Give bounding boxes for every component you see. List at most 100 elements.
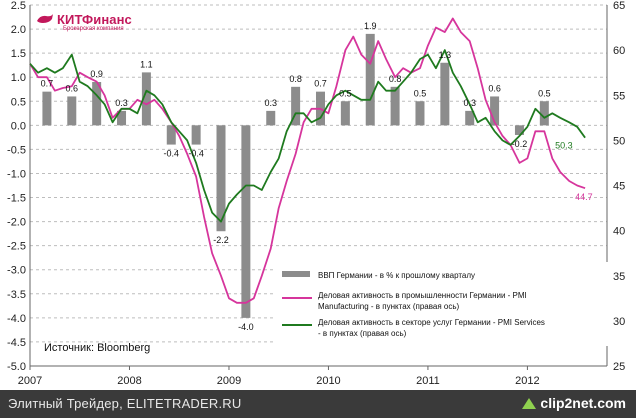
kit-whale-icon (36, 13, 54, 25)
gdp-data-label: 0.5 (538, 88, 551, 98)
right-axis-tick-label: 60 (613, 45, 625, 57)
services-end-label: 50.3 (555, 141, 573, 151)
left-axis-tick-label: -4.0 (7, 313, 26, 325)
legend-label-manufacturing-2: Manufacturing - в пунктах (правая ось) (318, 302, 460, 311)
gdp-bar (539, 101, 549, 126)
gdp-bar (42, 91, 52, 126)
right-axis-tick-label: 35 (613, 271, 625, 283)
kit-finance-brand: КИТФинанс (36, 12, 132, 27)
gdp-data-label: -0.2 (512, 139, 528, 149)
gdp-bar (216, 125, 226, 232)
pmi-lines (29, 17, 586, 304)
gdp-bar (141, 72, 151, 126)
gdp-bar (390, 86, 400, 126)
x-axis-tick-label: 2008 (117, 375, 141, 387)
gdp-bar (440, 62, 450, 126)
left-axis-tick-label: 1.5 (11, 48, 26, 60)
source-label: Источник: Bloomberg (44, 342, 151, 354)
manufacturing-end-label: 44.7 (575, 192, 593, 202)
x-axis-tick-label: 2010 (316, 375, 340, 387)
clip2net-arrow-icon (522, 398, 537, 409)
left-axis-tick-label: -0.5 (7, 144, 26, 156)
gdp-bar (291, 86, 301, 126)
footer-bar: Элитный Трейдер, ELITETRADER.RU clip2net… (0, 390, 636, 418)
axes: 2.5 2.0 1.5 1.0 0.5 0.0 -0.5 -1.0 -1.5 -2.0 -2.5 -3… (7, 0, 625, 387)
legend-label-services-2: - в пунктах (правая ось) (318, 329, 407, 338)
kit-brand-rest: Финанс (82, 12, 132, 27)
kit-finance-subtitle: Брокерская компания (63, 26, 124, 32)
gdp-data-label: 0.3 (115, 98, 128, 108)
left-axis-tick-label: 2.5 (11, 0, 26, 12)
gdp-data-label: 0.9 (90, 69, 103, 79)
left-axis-tick-label: -1.5 (7, 193, 26, 205)
right-axis-tick-label: 25 (613, 361, 625, 373)
kit-brand-main: КИТ (57, 12, 83, 27)
left-axis-tick-label: -5.0 (7, 361, 26, 373)
gdp-data-label: 0.6 (66, 83, 79, 93)
kit-finance-logo: КИТФинанс Брокерская компания (36, 12, 132, 32)
left-axis-tick-label: -2.0 (7, 217, 26, 229)
gdp-bar (92, 82, 102, 126)
right-axis-tick-label: 45 (613, 181, 625, 193)
left-axis-tick-label: -3.0 (7, 265, 26, 277)
manufacturing-pmi-line (29, 17, 586, 304)
left-axis-tick-label: 0.0 (11, 120, 26, 132)
gdp-data-label: 0.3 (264, 98, 277, 108)
footer-text: Элитный Трейдер, ELITETRADER.RU (8, 396, 242, 411)
right-axis-tick-label: 40 (613, 226, 625, 238)
gdp-data-label: -4.0 (238, 322, 254, 332)
gdp-bar (465, 110, 475, 126)
legend: ВВП Германии - в % к прошлому кварталу Д… (276, 262, 610, 346)
left-axis-tick-label: 0.5 (11, 96, 26, 108)
gdp-data-label: 0.5 (339, 88, 352, 98)
gdp-data-label: 1.9 (364, 21, 377, 31)
gdp-data-label: 0.8 (289, 74, 302, 84)
gdp-bar (514, 125, 524, 135)
x-axis-tick-label: 2011 (416, 375, 440, 387)
gdp-bar (117, 110, 127, 126)
gdp-bar (365, 33, 375, 126)
right-axis-tick-label: 50 (613, 135, 625, 147)
end-labels: 44.7 50.3 (555, 141, 593, 203)
legend-label-manufacturing-1: Деловая активность в промышленности Герм… (318, 291, 527, 300)
clip2net-text: clip2net.com (540, 395, 626, 411)
left-axis-tick-label: -1.0 (7, 168, 26, 180)
right-axis-tick-label: 65 (613, 0, 625, 12)
legend-swatch-gdp (282, 271, 310, 277)
legend-background (276, 262, 610, 346)
legend-label-services-1: Деловая активность в секторе услуг Герма… (318, 318, 545, 327)
services-pmi-line (29, 49, 586, 223)
gdp-data-label: -0.4 (188, 149, 204, 159)
gdp-data-label: 1.3 (439, 50, 452, 60)
right-axis-tick-label: 55 (613, 90, 625, 102)
gdp-data-label: 0.7 (314, 79, 327, 89)
x-axis-tick-label: 2012 (515, 375, 539, 387)
gdp-bar (241, 125, 251, 318)
legend-label-gdp: ВВП Германии - в % к прошлому кварталу (318, 271, 475, 280)
gdp-bar (67, 96, 77, 126)
gdp-data-label: 0.6 (488, 83, 501, 93)
gdp-bar (490, 96, 500, 126)
x-axis-tick-label: 2007 (18, 375, 42, 387)
gdp-data-label: 0.5 (414, 88, 427, 98)
gdp-bar (340, 101, 350, 126)
gdp-data-label: 0.7 (41, 79, 54, 89)
left-axis-tick-label: 1.0 (11, 72, 26, 84)
gdp-pmi-chart: 2.5 2.0 1.5 1.0 0.5 0.0 -0.5 -1.0 -1.5 -2.0 -2.5 -3… (7, 0, 625, 387)
gdp-bar (191, 125, 201, 145)
clip2net-logo[interactable]: clip2net.com (522, 395, 626, 411)
gdp-data-label: 0.8 (389, 74, 402, 84)
left-axis-tick-label: -4.5 (7, 337, 26, 349)
gdp-bar (266, 110, 276, 126)
left-axis-tick-label: 2.0 (11, 24, 26, 36)
right-axis-tick-label: 30 (613, 316, 625, 328)
gdp-data-label: 1.1 (140, 59, 153, 69)
gdp-bar (415, 101, 425, 126)
gdp-bar (166, 125, 176, 145)
x-axis-tick-label: 2009 (217, 375, 241, 387)
gdp-bars (42, 33, 549, 318)
gdp-data-label: -0.4 (164, 149, 180, 159)
gdp-data-label: -2.2 (213, 235, 229, 245)
left-axis-tick-label: -3.5 (7, 289, 26, 301)
left-axis-tick-label: -2.5 (7, 241, 26, 253)
